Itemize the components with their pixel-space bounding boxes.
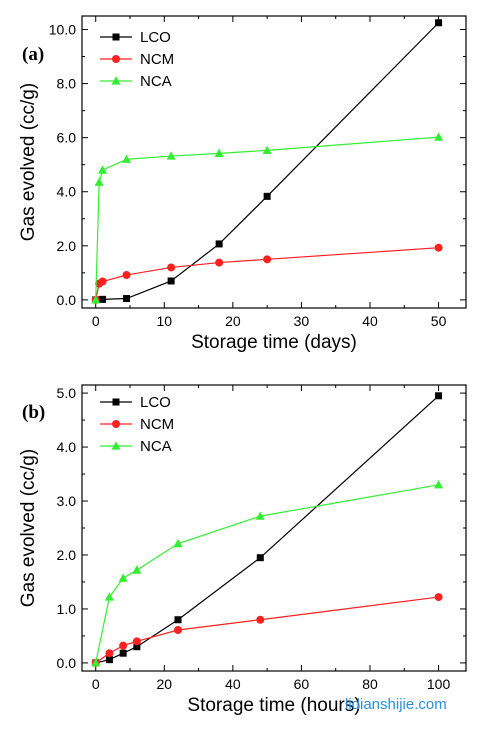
data-point-lco (167, 277, 175, 285)
y-tick-label: 3.0 (57, 493, 77, 509)
legend-label: NCA (140, 73, 172, 90)
legend-label: LCO (140, 29, 171, 46)
x-axis-title: Storage time (hours) (187, 695, 360, 716)
data-point-lco (99, 295, 107, 303)
legend-marker (111, 441, 121, 450)
legend-label: NCA (140, 438, 172, 455)
data-point-ncm (119, 641, 128, 650)
data-point-lco (256, 554, 264, 562)
data-point-ncm (256, 615, 265, 624)
y-tick-label: 0.0 (57, 655, 77, 671)
legend-label: LCO (140, 394, 171, 411)
series-line-ncm (95, 596, 439, 664)
legend-marker (111, 76, 121, 85)
x-tick-label: 80 (362, 676, 378, 692)
data-point-ncm (263, 255, 272, 264)
data-point-lco (174, 616, 182, 624)
data-point-nca (91, 658, 101, 667)
data-point-nca (122, 154, 132, 163)
data-point-ncm (98, 277, 107, 286)
legend-marker (112, 398, 120, 406)
legend-marker (112, 420, 120, 428)
y-tick-label: 6.0 (57, 130, 77, 146)
data-point-nca (104, 592, 114, 601)
y-tick-label: 8.0 (57, 76, 77, 92)
legend-marker (112, 55, 120, 63)
y-axis-title: Gas evolved (cc/g) (18, 83, 39, 241)
data-point-lco (133, 643, 141, 651)
x-tick-label: 20 (225, 313, 241, 329)
x-tick-label: 40 (225, 676, 241, 692)
data-point-nca (434, 132, 444, 141)
chart-panel-b: 0 20 40 60 80 100 0.0 1.0 2.0 3.0 4.0 5.0 Storage ti… (18, 384, 467, 716)
x-tick-label: 60 (294, 676, 310, 692)
x-tick-label: 10 (156, 313, 172, 329)
x-tick-label: 0 (92, 676, 100, 692)
panel-label: (a) (22, 44, 44, 65)
data-point-nca (434, 480, 444, 489)
legend-label: NCM (140, 51, 174, 68)
data-point-ncm (132, 637, 141, 646)
y-tick-label: 5.0 (57, 385, 77, 401)
data-point-nca (132, 565, 142, 574)
x-tick-label: 30 (294, 313, 310, 329)
y-tick-label: 4.0 (57, 439, 77, 455)
data-point-nca (255, 511, 265, 520)
data-point-ncm (167, 263, 176, 272)
data-point-lco (435, 392, 443, 400)
y-tick-label: 4.0 (57, 184, 77, 200)
series-line-nca (95, 484, 439, 664)
legend-marker (112, 33, 120, 41)
data-point-nca (173, 538, 183, 548)
y-tick-label: 1.0 (57, 601, 77, 617)
data-point-lco (263, 192, 271, 200)
data-point-nca (94, 177, 104, 186)
data-point-lco (119, 649, 127, 657)
y-tick-label: 10.0 (49, 22, 76, 38)
data-point-lco (435, 19, 443, 27)
data-point-lco (105, 656, 113, 664)
y-tick-label: 2.0 (57, 238, 77, 254)
data-point-nca (262, 145, 272, 154)
x-tick-label: 0 (92, 313, 100, 329)
data-point-ncm (122, 271, 131, 280)
data-point-ncm (105, 649, 114, 658)
x-tick-label: 100 (427, 676, 451, 692)
data-point-ncm (215, 258, 224, 267)
data-point-ncm (434, 593, 443, 602)
plot-frame (81, 15, 467, 309)
y-tick-label: 2.0 (57, 547, 77, 563)
data-point-nca (98, 165, 108, 174)
legend-label: NCM (140, 416, 174, 433)
panel-label: (b) (22, 402, 45, 423)
data-point-nca (118, 573, 128, 582)
data-point-lco (215, 240, 223, 248)
x-axis-title: Storage time (days) (191, 332, 357, 353)
y-tick-label: 0.0 (57, 292, 77, 308)
data-point-ncm (434, 243, 443, 252)
y-axis-title: Gas evolved (cc/g) (18, 449, 39, 607)
data-point-ncm (174, 625, 182, 634)
chart-panel-a: 0 10 20 30 40 50 0.0 2.0 4.0 6.0 8.0 10.0 Storage ti… (18, 15, 467, 353)
x-tick-label: 50 (431, 313, 447, 329)
data-point-nca (91, 295, 101, 304)
data-point-lco (123, 295, 131, 303)
x-tick-label: 40 (362, 313, 378, 329)
series-line-nca (95, 136, 439, 300)
data-point-nca (214, 148, 224, 157)
x-tick-label: 20 (156, 676, 172, 692)
watermark-text: lidianshijie.com (345, 696, 447, 713)
series-line-lco (95, 395, 439, 664)
data-point-nca (166, 151, 176, 160)
